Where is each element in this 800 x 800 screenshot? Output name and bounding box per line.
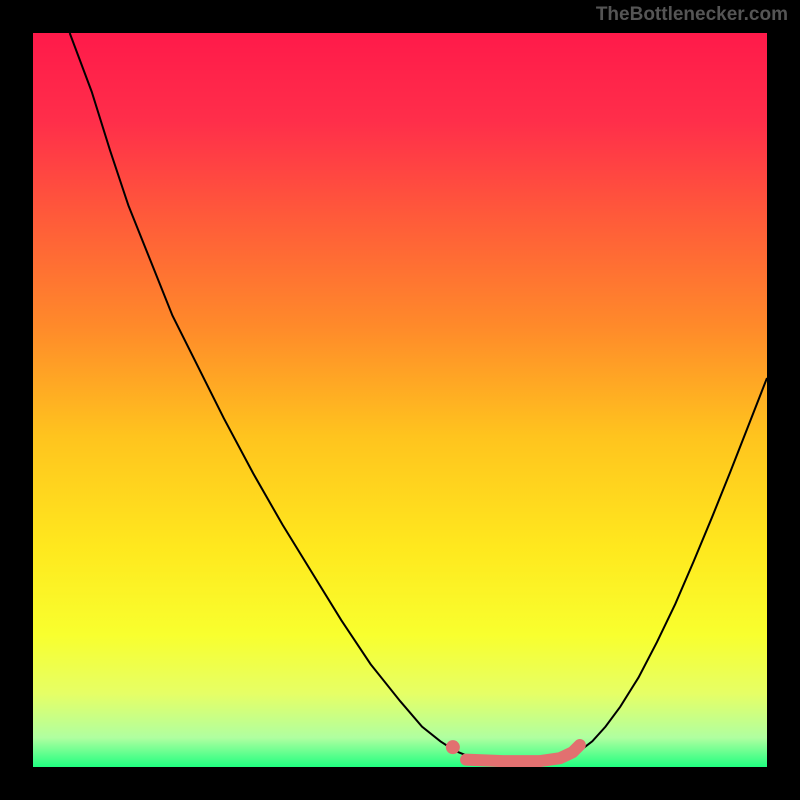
plot-area: [33, 33, 767, 767]
chart-svg: [33, 33, 767, 767]
watermark-text: TheBottlenecker.com: [596, 4, 788, 26]
optimal-point-marker: [446, 740, 460, 754]
gradient-background: [33, 33, 767, 767]
